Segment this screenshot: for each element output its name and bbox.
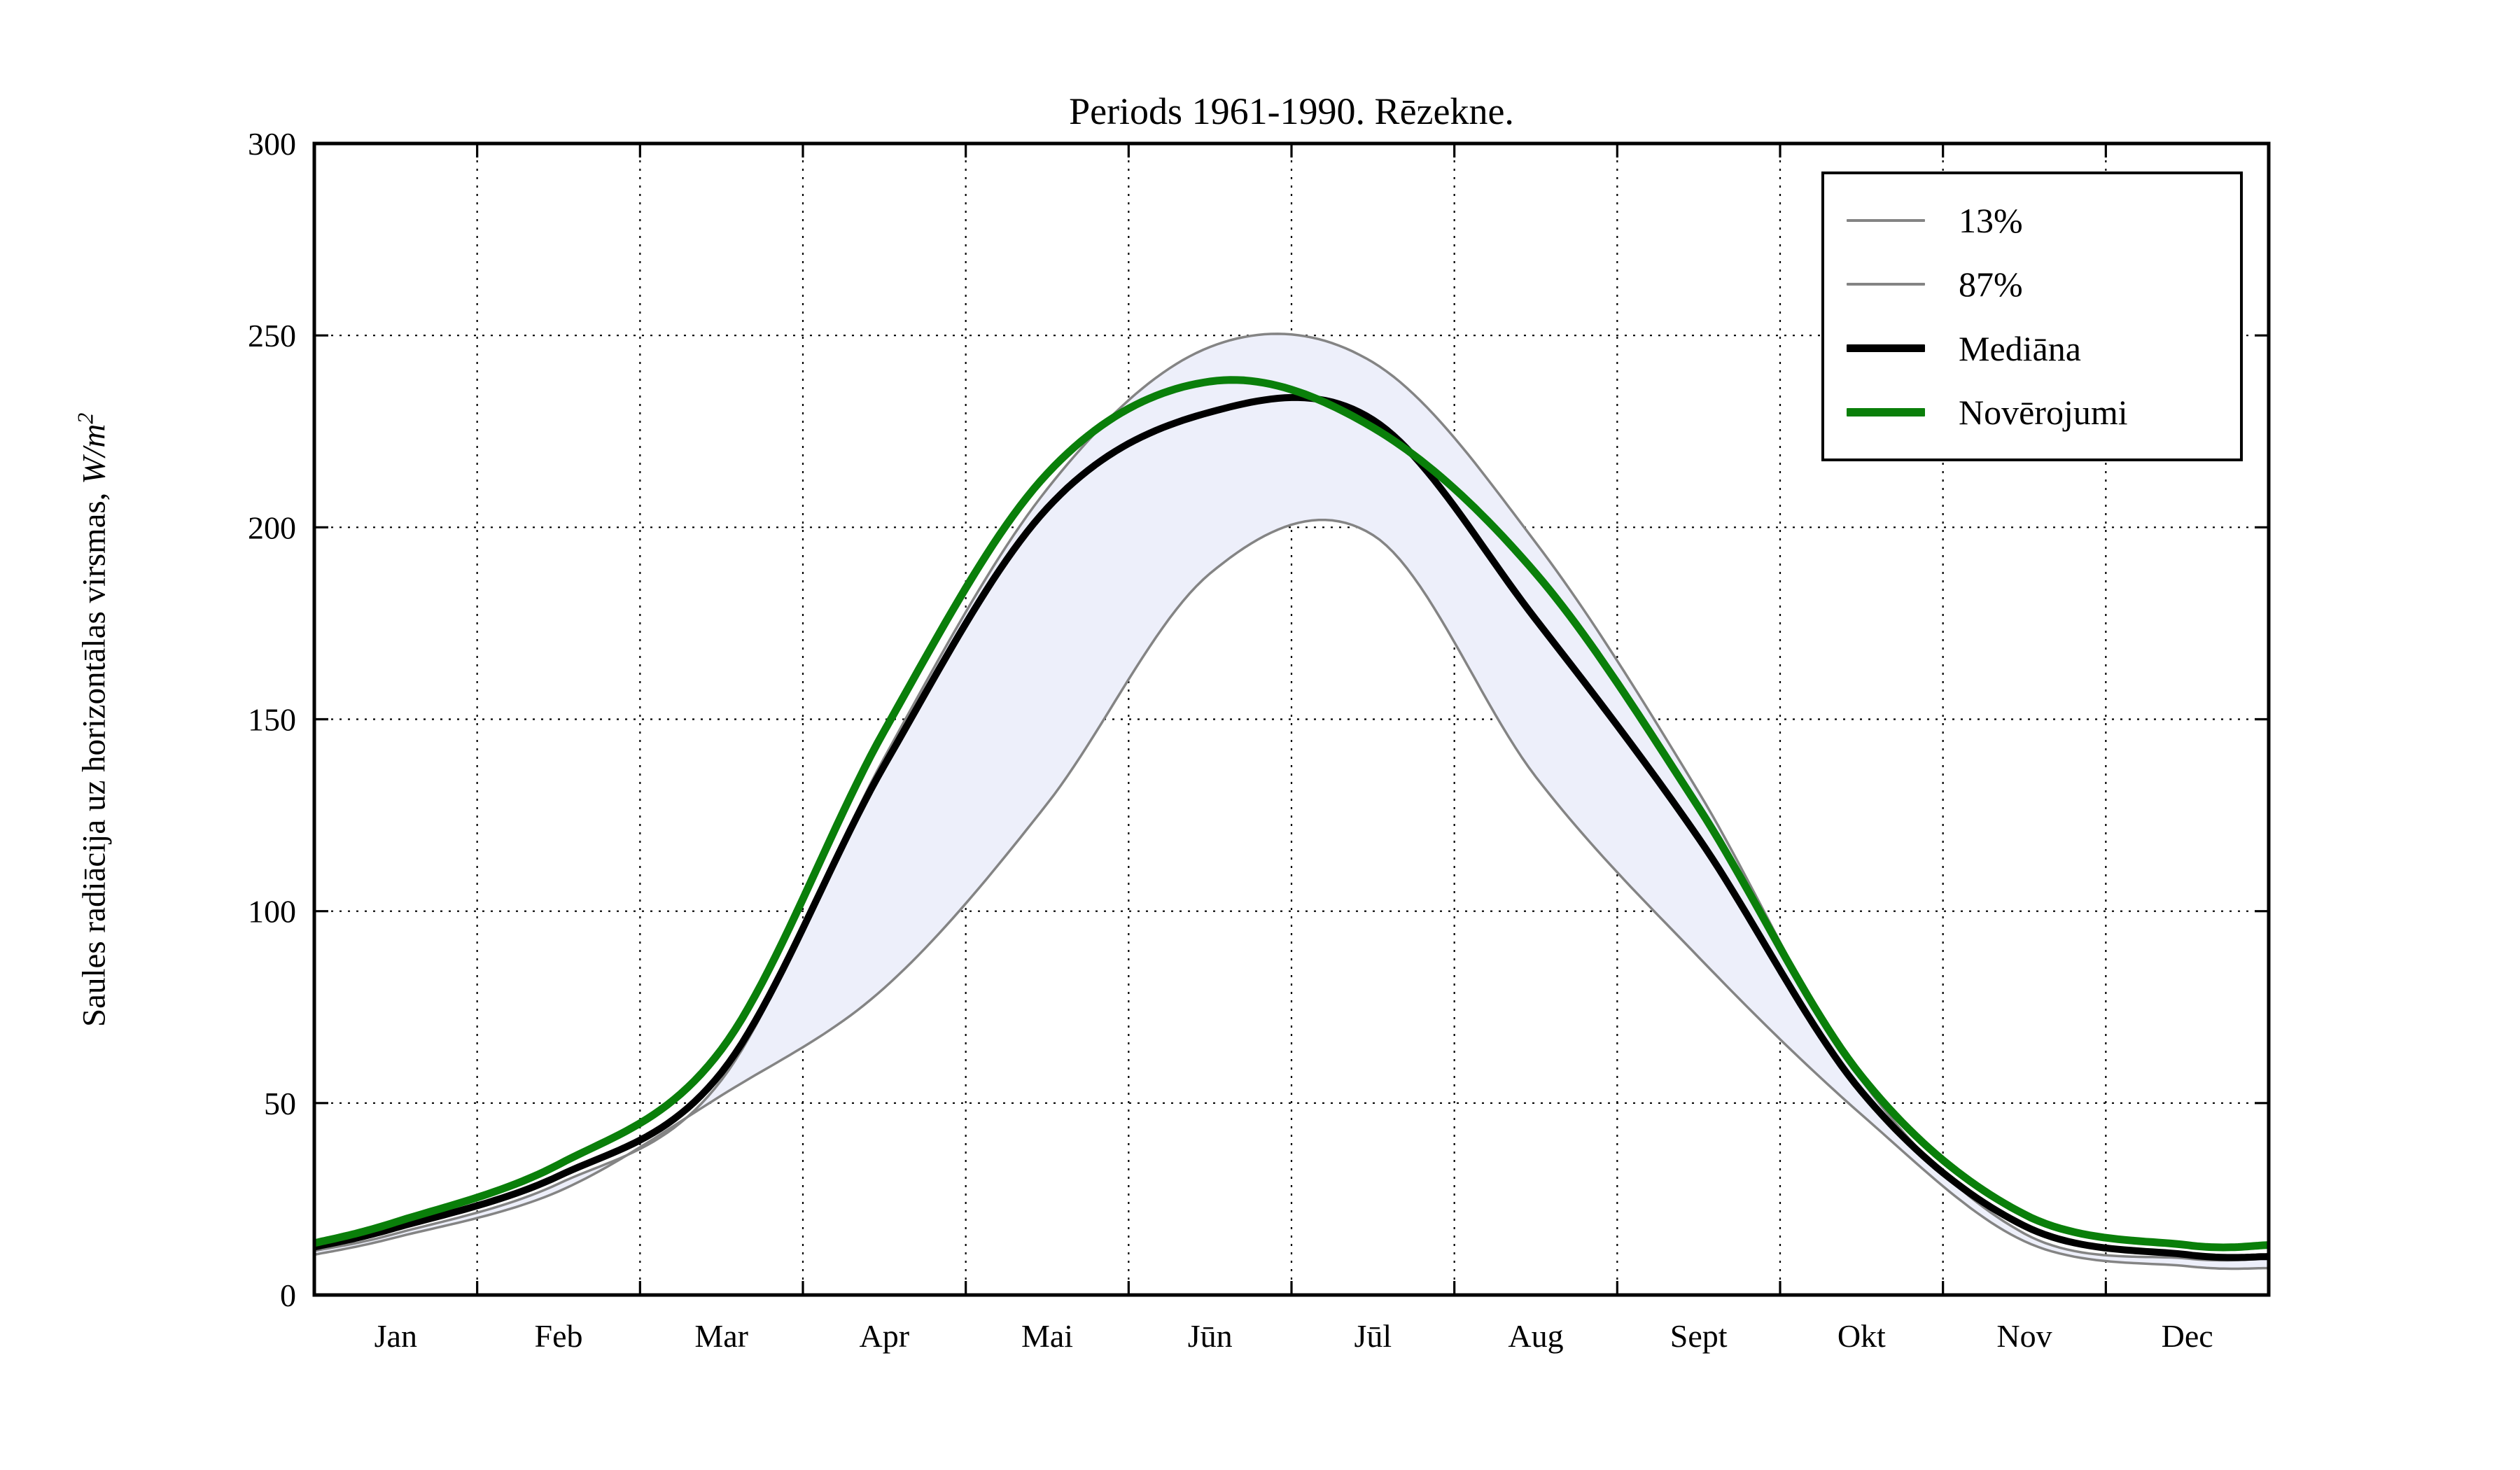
y-axis-label: Saules radiācija uz horizontālas virsmas… — [74, 230, 113, 1210]
series-line-87% — [314, 332, 2269, 1262]
y-tick-label-150: 150 — [248, 702, 296, 738]
x-tick-label-Sept: Sept — [1670, 1318, 1728, 1354]
y-tick-label-300: 300 — [248, 126, 296, 162]
x-tick-label-Feb: Feb — [535, 1318, 583, 1354]
series-line-Mediāna — [314, 393, 2269, 1261]
legend-label-13pct: 13% — [1959, 201, 2023, 241]
chart-title: Periods 1961-1990. Rēzekne. — [1069, 90, 1514, 132]
y-axis-label-text: Saules radiācija uz horizontālas virsmas… — [76, 484, 113, 1028]
data-layer — [314, 332, 2269, 1270]
x-tick-label-Jūl: Jūl — [1354, 1318, 1392, 1354]
x-tick-label-Jūn: Jūn — [1188, 1318, 1233, 1354]
x-tick-label-Apr: Apr — [860, 1318, 910, 1354]
grid-lines — [314, 144, 2269, 1295]
legend-line-87pct-icon — [1847, 283, 1925, 286]
x-tick-label-Mai: Mai — [1021, 1318, 1073, 1354]
legend-label-87pct: 87% — [1959, 265, 2023, 304]
x-tick-label-Jan: Jan — [374, 1318, 417, 1354]
legend: 13% 87% Mediāna Novērojumi — [1821, 172, 2243, 461]
series-line-13% — [314, 518, 2269, 1270]
legend-label-noverojumi: Novērojumi — [1959, 392, 2128, 432]
legend-item-87pct: 87% — [1824, 267, 2240, 302]
legend-line-mediana-icon — [1847, 344, 1925, 353]
x-tick-label-Dec: Dec — [2162, 1318, 2213, 1354]
legend-item-noverojumi: Novērojumi — [1824, 395, 2240, 430]
x-tick-label-Nov: Nov — [1996, 1318, 2052, 1354]
y-axis-unit-exponent: 2 — [73, 412, 98, 424]
legend-line-13pct-icon — [1847, 219, 1925, 223]
legend-item-13pct: 13% — [1824, 203, 2240, 238]
tick-marks — [313, 142, 2270, 1296]
series-line-Novērojumi — [314, 376, 2269, 1252]
legend-item-mediana: Mediāna — [1824, 331, 2240, 366]
legend-line-noverojumi-icon — [1847, 407, 1925, 416]
y-tick-label-0: 0 — [280, 1278, 296, 1313]
legend-label-mediana: Mediāna — [1959, 328, 2081, 368]
x-tick-label-Mar: Mar — [694, 1318, 748, 1354]
percentile-band — [314, 333, 2269, 1269]
x-tick-label-Okt: Okt — [1837, 1318, 1886, 1354]
x-tick-label-Aug: Aug — [1508, 1318, 1563, 1354]
y-tick-label-100: 100 — [248, 894, 296, 930]
y-axis-unit: W/m — [76, 424, 113, 484]
y-tick-label-200: 200 — [248, 510, 296, 545]
y-tick-label-250: 250 — [248, 318, 296, 354]
y-tick-label-50: 50 — [264, 1086, 296, 1121]
